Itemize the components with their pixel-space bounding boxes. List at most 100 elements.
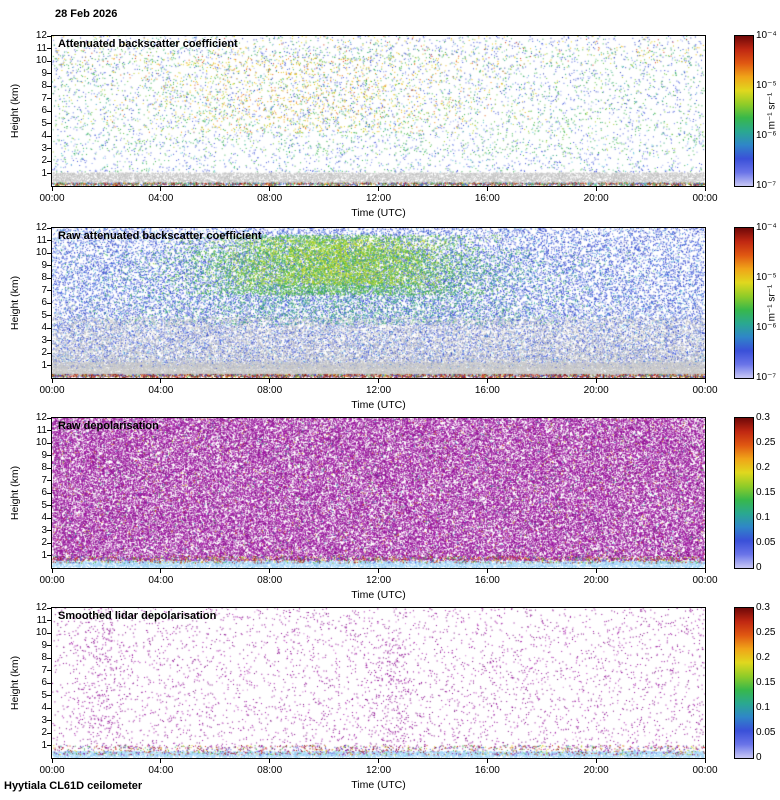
colorbar-tick-label: 0.3 bbox=[756, 412, 770, 423]
y-tick-label: 12 bbox=[35, 222, 47, 233]
x-tick-label: 12:00 bbox=[365, 385, 392, 396]
x-tick-label: 08:00 bbox=[257, 575, 283, 586]
y-tick-label: 4 bbox=[41, 512, 47, 523]
x-tick-label: 08:00 bbox=[257, 765, 283, 776]
y-tick-label: 3 bbox=[41, 524, 47, 536]
y-tickmark bbox=[47, 85, 52, 87]
y-tick-label: 11 bbox=[36, 234, 47, 246]
colorbar-gradient bbox=[735, 36, 753, 186]
y-tickmark bbox=[47, 442, 52, 444]
x-axis-label: Time (UTC) bbox=[351, 207, 406, 219]
scatter-canvas-attenuated-backscatter bbox=[52, 36, 705, 186]
y-tickmark bbox=[47, 720, 52, 721]
y-tick-label: 2 bbox=[41, 347, 47, 358]
y-tickmark bbox=[47, 73, 52, 74]
y-axis-label: Height (km) bbox=[9, 83, 21, 139]
x-axis-label: Time (UTC) bbox=[351, 399, 406, 411]
x-tickmark bbox=[486, 759, 488, 763]
y-tickmark bbox=[47, 173, 52, 174]
y-tickmark bbox=[47, 530, 52, 531]
x-tick-label: 12:00 bbox=[365, 193, 392, 204]
y-tickmark bbox=[47, 290, 52, 291]
y-tick-label: 10 bbox=[35, 247, 47, 258]
x-axis-label: Time (UTC) bbox=[351, 589, 406, 601]
x-tick-label: 04:00 bbox=[148, 193, 174, 204]
x-tickmark bbox=[486, 569, 488, 573]
colorbar-tick-label: 10⁻⁴ bbox=[756, 222, 777, 233]
y-tickmark bbox=[47, 35, 52, 37]
x-tickmark bbox=[378, 569, 379, 573]
colorbar-tick-label: 0.25 bbox=[756, 627, 776, 638]
x-tick-label: 20:00 bbox=[583, 385, 609, 396]
y-tick-label: 7 bbox=[41, 284, 47, 296]
y-tick-label: 8 bbox=[41, 272, 47, 283]
y-tickmark bbox=[47, 340, 52, 341]
y-tick-label: 2 bbox=[41, 727, 47, 738]
y-tick-label: 2 bbox=[41, 537, 47, 548]
y-tick-label: 12 bbox=[35, 30, 47, 41]
x-tickmark bbox=[51, 759, 53, 763]
colorbar-raw-depolarisation bbox=[734, 417, 754, 569]
y-tick-label: 1 bbox=[41, 739, 47, 751]
y-tick-label: 5 bbox=[41, 689, 47, 701]
x-tickmark bbox=[595, 759, 597, 763]
x-axis-label: Time (UTC) bbox=[351, 779, 406, 791]
x-tick-label: 00:00 bbox=[692, 765, 718, 776]
colorbar-gradient bbox=[735, 418, 753, 568]
plot-area-smoothed-depolarisation bbox=[51, 607, 706, 759]
y-tick-label: 4 bbox=[41, 322, 47, 333]
y-tickmark bbox=[47, 252, 52, 254]
x-tickmark bbox=[486, 187, 488, 191]
x-tick-label: 04:00 bbox=[148, 575, 174, 586]
x-tickmark bbox=[160, 187, 162, 191]
y-tickmark bbox=[47, 745, 52, 746]
x-tickmark bbox=[378, 379, 379, 383]
x-tickmark bbox=[595, 187, 597, 191]
y-tick-label: 8 bbox=[41, 652, 47, 663]
y-tickmark bbox=[47, 365, 52, 366]
y-tickmark bbox=[47, 695, 52, 696]
colorbar-tick-label: 10⁻⁶ bbox=[756, 130, 777, 141]
y-tick-label: 6 bbox=[41, 297, 47, 308]
y-tickmark bbox=[47, 327, 52, 329]
y-tickmark bbox=[47, 148, 52, 149]
y-tick-label: 1 bbox=[41, 359, 47, 371]
y-tickmark bbox=[47, 682, 52, 684]
y-tickmark bbox=[47, 417, 52, 419]
station-label: Hyytiala CL61D ceilometer bbox=[4, 780, 143, 792]
y-tickmark bbox=[47, 517, 52, 519]
plot-title-smoothed-depolarisation: Smoothed lidar depolarisation bbox=[58, 610, 217, 622]
plot-area-raw-depolarisation bbox=[51, 417, 706, 569]
colorbar-tick-label: 0.05 bbox=[756, 726, 776, 738]
x-tickmark bbox=[269, 379, 271, 383]
y-tick-label: 6 bbox=[41, 677, 47, 688]
x-tick-label: 20:00 bbox=[583, 575, 609, 586]
x-tick-label: 16:00 bbox=[474, 385, 500, 396]
y-tick-label: 5 bbox=[41, 309, 47, 321]
y-tick-label: 8 bbox=[41, 80, 47, 91]
y-tickmark bbox=[47, 227, 52, 229]
x-tick-label: 00:00 bbox=[692, 193, 718, 204]
y-tickmark bbox=[47, 352, 52, 354]
y-tickmark bbox=[47, 265, 52, 266]
x-tick-label: 00:00 bbox=[39, 575, 65, 586]
y-tick-label: 6 bbox=[41, 105, 47, 116]
colorbar-tick-label: 10⁻⁵ bbox=[756, 271, 777, 283]
x-tickmark bbox=[704, 759, 706, 763]
x-tickmark bbox=[51, 569, 53, 573]
y-tick-label: 4 bbox=[41, 130, 47, 141]
y-tick-label: 10 bbox=[35, 627, 47, 638]
x-tick-label: 08:00 bbox=[257, 193, 283, 204]
colorbar-unit-label: m⁻¹ sr⁻¹ bbox=[766, 284, 778, 322]
x-tickmark bbox=[269, 187, 271, 191]
scatter-canvas-raw-depolarisation bbox=[52, 418, 705, 568]
colorbar-tick-label: 0.05 bbox=[756, 536, 776, 548]
plot-area-attenuated-backscatter bbox=[51, 35, 706, 187]
y-tick-label: 3 bbox=[41, 334, 47, 346]
scatter-canvas-smoothed-depolarisation bbox=[52, 608, 705, 758]
y-tickmark bbox=[47, 60, 52, 62]
y-tickmark bbox=[47, 135, 52, 137]
x-tickmark bbox=[160, 759, 162, 763]
x-tick-label: 04:00 bbox=[148, 385, 174, 396]
y-tick-label: 3 bbox=[41, 142, 47, 154]
